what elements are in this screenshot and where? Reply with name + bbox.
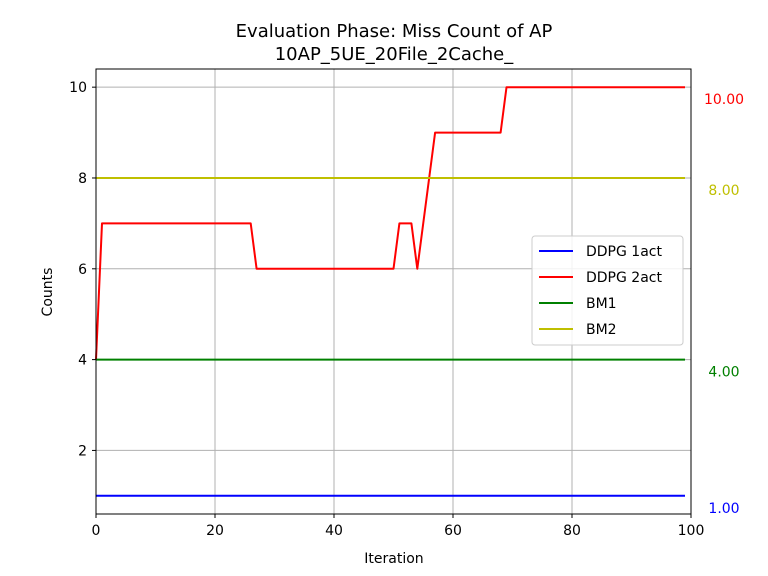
x-tick-label-0: 0 — [92, 523, 101, 539]
x-tick-label-3: 60 — [444, 523, 462, 539]
plot-frame — [95, 68, 692, 515]
y-tick-label-3: 8 — [78, 171, 87, 187]
legend-box — [531, 235, 684, 346]
x-tick-label-2: 40 — [325, 523, 343, 539]
series-end-label-0: 1.00 — [708, 501, 739, 517]
series-end-labels: 1.00 10.00 4.00 8.00 — [704, 92, 744, 517]
series-end-label-1: 10.00 — [704, 92, 744, 108]
legend-label-2: BM1 — [586, 296, 617, 312]
chart-title-line-1: Evaluation Phase: Miss Count of AP — [236, 21, 553, 42]
axis-ticks: 0 20 40 60 80 100 2 4 6 8 10 — [69, 80, 704, 539]
y-tick-label-4: 10 — [69, 80, 87, 96]
y-tick-label-0: 2 — [78, 443, 87, 459]
y-tick-label-2: 6 — [78, 262, 87, 278]
series-line-1 — [95, 86, 685, 360]
series-end-label-3: 8.00 — [708, 183, 739, 199]
legend-label-3: BM2 — [586, 322, 617, 338]
series-layer — [95, 86, 685, 497]
x-tick-label-4: 80 — [563, 523, 581, 539]
legend-label-0: DDPG 1act — [586, 244, 662, 260]
legend-label-1: DDPG 2act — [586, 270, 662, 286]
x-axis-label: Iteration — [364, 551, 423, 567]
y-axis-label: Counts — [40, 268, 56, 317]
x-tick-label-1: 20 — [206, 523, 224, 539]
legend: DDPG 1act DDPG 2act BM1 BM2 — [531, 235, 684, 346]
series-end-label-2: 4.00 — [708, 365, 739, 381]
x-tick-label-5: 100 — [678, 523, 705, 539]
chart-title-line-2: 10AP_5UE_20File_2Cache_ — [275, 44, 515, 65]
y-tick-label-1: 4 — [78, 353, 87, 369]
